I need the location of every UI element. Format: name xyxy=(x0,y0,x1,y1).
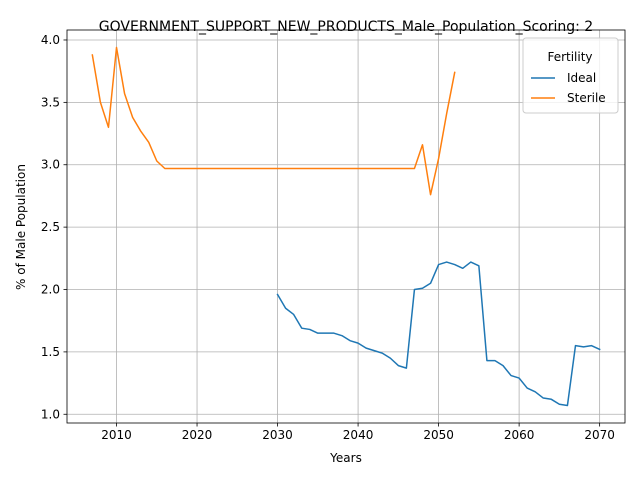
series-lines xyxy=(91,46,601,407)
legend-label-sterile: Sterile xyxy=(567,91,606,105)
y-tick-label: 1.0 xyxy=(41,407,60,421)
x-tick-label: 2050 xyxy=(423,428,454,442)
x-tick-label: 2040 xyxy=(343,428,374,442)
y-tick-label: 1.5 xyxy=(41,345,60,359)
series-line-sterile xyxy=(91,46,456,196)
y-tick-label: 4.0 xyxy=(41,33,60,47)
plot-frame xyxy=(66,29,626,424)
x-tick-label: 2020 xyxy=(182,428,213,442)
y-tick-label: 3.0 xyxy=(41,158,60,172)
legend-title: Fertility xyxy=(547,50,592,64)
x-tick-label: 2010 xyxy=(101,428,132,442)
y-axis-label: % of Male Population xyxy=(14,164,28,290)
y-axis-ticks: 1.0 1.5 2.0 2.5 3.0 3.5 4.0 xyxy=(41,33,67,421)
x-tick-label: 2070 xyxy=(584,428,615,442)
legend-label-ideal: Ideal xyxy=(567,71,596,85)
series-line-ideal xyxy=(276,261,601,407)
x-axis-ticks: 2010 2020 2030 2040 2050 2060 2070 xyxy=(101,423,615,442)
y-tick-label: 2.0 xyxy=(41,283,60,297)
x-axis-label: Years xyxy=(329,451,362,465)
grid xyxy=(67,30,625,423)
y-tick-label: 2.5 xyxy=(41,220,60,234)
legend: Fertility Ideal Sterile xyxy=(522,37,619,114)
chart-title: GOVERNMENT_SUPPORT_NEW_PRODUCTS_Male_Pop… xyxy=(99,19,593,35)
x-tick-label: 2030 xyxy=(262,428,293,442)
y-tick-label: 3.5 xyxy=(41,95,60,109)
legend-box xyxy=(522,37,619,114)
x-tick-label: 2060 xyxy=(504,428,535,442)
